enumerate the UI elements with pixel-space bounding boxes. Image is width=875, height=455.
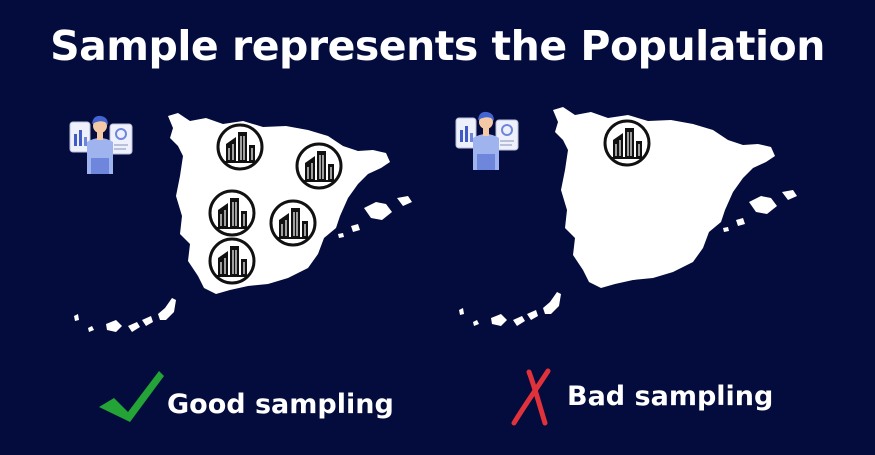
good-sampling-panel bbox=[69, 113, 412, 422]
building-icon bbox=[295, 142, 343, 190]
cross-icon bbox=[511, 368, 551, 426]
building-icon bbox=[208, 237, 256, 285]
bad-sampling-label: Bad sampling bbox=[567, 381, 774, 412]
page-title: Sample represents the Population bbox=[50, 22, 825, 70]
analyst-person-icon bbox=[69, 114, 133, 175]
building-icon bbox=[208, 189, 256, 237]
check-icon bbox=[99, 371, 164, 422]
bad-sampling-panel bbox=[455, 107, 797, 426]
building-icon bbox=[269, 199, 317, 247]
analyst-person-icon bbox=[455, 110, 519, 171]
building-icon bbox=[216, 123, 264, 171]
building-icon bbox=[603, 119, 651, 167]
good-sampling-label: Good sampling bbox=[167, 389, 394, 420]
